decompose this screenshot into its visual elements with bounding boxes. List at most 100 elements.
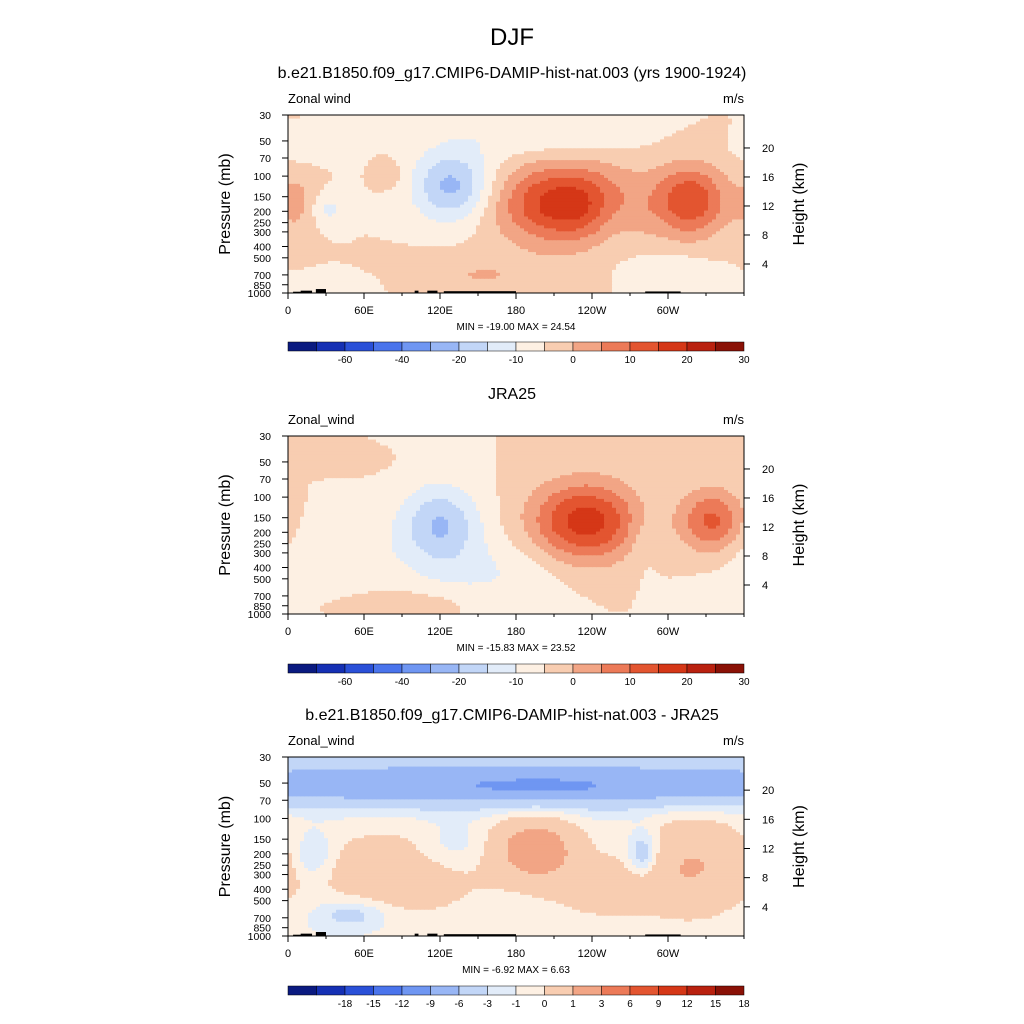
field-cell <box>328 251 333 256</box>
field-cell <box>420 287 425 291</box>
field-cell <box>532 183 537 187</box>
field-cell <box>516 275 521 279</box>
field-cell <box>580 180 585 184</box>
field-cell <box>620 287 625 291</box>
field-cell <box>344 284 349 288</box>
field-cell <box>408 221 413 226</box>
field-cell <box>500 242 505 247</box>
field-cell <box>352 260 357 264</box>
field-cell <box>388 260 393 264</box>
field-cell <box>612 272 617 276</box>
field-cell <box>484 284 489 288</box>
field-cell <box>512 224 517 229</box>
field-cell <box>596 284 601 288</box>
field-cell <box>436 257 441 261</box>
field-cell <box>728 272 733 276</box>
field-cell <box>596 186 601 190</box>
field-cell <box>500 239 505 244</box>
field-cell <box>468 195 473 199</box>
field-cell <box>384 162 389 167</box>
field-cell <box>624 212 629 217</box>
field-cell <box>536 180 541 184</box>
field-cell <box>520 278 525 282</box>
field-cell <box>568 266 573 270</box>
field-cell <box>676 251 681 256</box>
field-cell <box>524 284 529 288</box>
field-cell <box>380 239 385 244</box>
field-cell <box>532 263 537 267</box>
field-cell <box>544 254 549 258</box>
field-cell <box>480 198 485 202</box>
field-cell <box>432 227 437 232</box>
field-cell <box>436 287 441 291</box>
field-cell <box>728 269 733 273</box>
field-cell <box>504 183 509 187</box>
field-cell <box>588 254 593 258</box>
field-cell <box>604 266 609 270</box>
field-cell <box>712 174 717 178</box>
field-cell <box>476 162 481 167</box>
field-cell <box>700 192 705 196</box>
field-cell <box>628 227 633 232</box>
field-cell <box>468 284 473 288</box>
field-cell <box>328 254 333 258</box>
field-cell <box>388 186 393 190</box>
field-cell <box>396 189 401 193</box>
field-cell <box>644 180 649 184</box>
field-cell <box>376 180 381 184</box>
field-cell <box>736 245 741 250</box>
field-cell <box>352 189 357 193</box>
field-cell <box>664 198 669 202</box>
field-cell <box>536 281 541 285</box>
field-cell <box>496 221 501 226</box>
field-cell <box>572 209 577 214</box>
field-cell <box>316 201 321 205</box>
field-cell <box>380 266 385 270</box>
field-cell <box>656 281 661 285</box>
field-cell <box>728 281 733 285</box>
field-cell <box>476 260 481 264</box>
field-cell <box>464 201 469 205</box>
field-cell <box>608 260 613 264</box>
field-cell <box>680 189 685 193</box>
field-cell <box>740 195 744 199</box>
field-cell <box>676 186 681 190</box>
field-cell <box>484 201 489 205</box>
field-cell <box>496 204 501 208</box>
field-cell <box>396 263 401 267</box>
field-cell <box>564 266 569 270</box>
field-cell <box>468 206 473 211</box>
field-cell <box>552 209 557 214</box>
field-cell <box>452 251 457 256</box>
field-cell <box>288 236 293 241</box>
field-cell <box>652 272 657 276</box>
field-cell <box>668 266 673 270</box>
field-cell <box>536 257 541 261</box>
field-cell <box>320 218 325 223</box>
field-cell <box>316 266 321 270</box>
field-cell <box>376 251 381 256</box>
field-cell <box>388 257 393 261</box>
field-cell <box>288 180 293 184</box>
field-cell <box>300 248 305 253</box>
field-cell <box>696 257 701 261</box>
field-cell <box>428 263 433 267</box>
field-cell <box>720 174 725 178</box>
field-cell <box>308 275 313 279</box>
field-cell <box>688 263 693 267</box>
field-cell <box>612 174 617 178</box>
field-cell <box>696 227 701 232</box>
field-cell <box>628 204 633 208</box>
field-cell <box>464 245 469 250</box>
field-cell <box>680 272 685 276</box>
field-cell <box>408 260 413 264</box>
field-cell <box>716 224 721 229</box>
field-cell <box>568 290 573 293</box>
field-cell <box>708 263 713 267</box>
field-cell <box>504 275 509 279</box>
field-cell <box>348 236 353 241</box>
field-cell <box>332 245 337 250</box>
field-cell <box>532 162 537 167</box>
field-cell <box>540 189 545 193</box>
field-cell <box>720 215 725 220</box>
